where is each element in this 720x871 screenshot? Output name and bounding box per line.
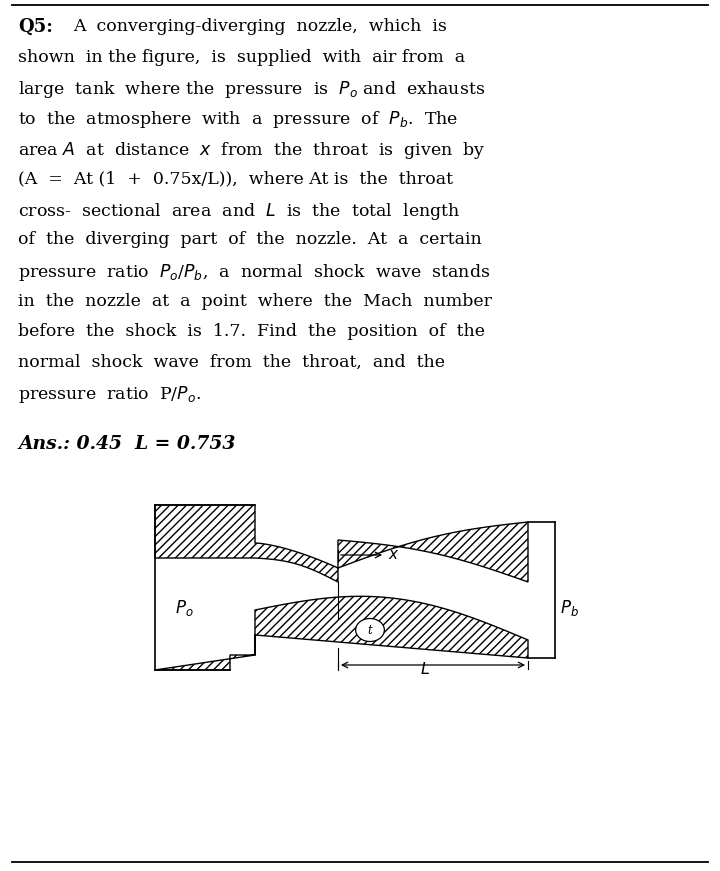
Text: normal  shock  wave  from  the  throat,  and  the: normal shock wave from the throat, and t… (18, 354, 445, 370)
Text: pressure  ratio  P/$P_o$.: pressure ratio P/$P_o$. (18, 384, 201, 405)
Text: (A  =  At (1  +  0.75x/L)),  where At is  the  throat: (A = At (1 + 0.75x/L)), where At is the … (18, 171, 453, 187)
Text: of  the  diverging  part  of  the  nozzle.  At  a  certain: of the diverging part of the nozzle. At … (18, 232, 482, 248)
Text: cross-  sectional  area  and  $L$  is  the  total  length: cross- sectional area and $L$ is the tot… (18, 201, 460, 222)
Text: $P_b$: $P_b$ (560, 598, 579, 618)
Text: Q5:: Q5: (18, 18, 53, 36)
Text: $P_o$: $P_o$ (175, 598, 194, 618)
Ellipse shape (356, 618, 384, 642)
Text: A  converging-diverging  nozzle,  which  is: A converging-diverging nozzle, which is (73, 18, 447, 35)
Text: t: t (368, 624, 372, 637)
Text: in  the  nozzle  at  a  point  where  the  Mach  number: in the nozzle at a point where the Mach … (18, 293, 492, 309)
Text: before  the  shock  is  1.7.  Find  the  position  of  the: before the shock is 1.7. Find the positi… (18, 323, 485, 340)
Text: large  tank  where the  pressure  is  $P_o$ and  exhausts: large tank where the pressure is $P_o$ a… (18, 79, 485, 100)
Text: area $A$  at  distance  $x$  from  the  throat  is  given  by: area $A$ at distance $x$ from the throat… (18, 140, 485, 161)
Text: pressure  ratio  $P_o$/$P_b$,  a  normal  shock  wave  stands: pressure ratio $P_o$/$P_b$, a normal sho… (18, 262, 490, 283)
Polygon shape (155, 505, 528, 582)
Text: Ans.: 0.45  L = 0.753: Ans.: 0.45 L = 0.753 (18, 435, 235, 453)
Text: $x$: $x$ (388, 548, 400, 562)
Text: to  the  atmosphere  with  a  pressure  of  $P_b$.  The: to the atmosphere with a pressure of $P_… (18, 110, 458, 131)
Polygon shape (155, 597, 528, 670)
Text: $L$: $L$ (420, 661, 430, 678)
Text: shown  in the figure,  is  supplied  with  air from  a: shown in the figure, is supplied with ai… (18, 49, 465, 65)
